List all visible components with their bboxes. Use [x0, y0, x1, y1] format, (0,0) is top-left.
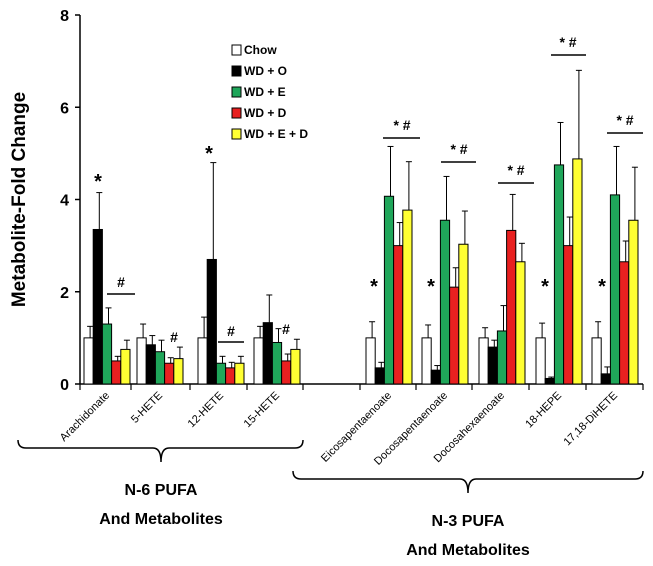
y-tick-label: 8 — [60, 8, 69, 25]
bar-chow-5 — [421, 337, 432, 385]
legend-swatch — [231, 65, 242, 77]
bar-chow-8 — [591, 337, 602, 385]
y-axis-label: Metabolite-Fold Change — [9, 92, 30, 307]
bar-wd-e-d-2 — [234, 362, 245, 385]
legend-label: WD + O — [244, 64, 287, 78]
sig-star-hash: * # — [559, 34, 576, 50]
group-brace — [17, 439, 304, 463]
legend-label: Chow — [244, 43, 277, 57]
axes: 0 2 4 6 8 Metabolite-Fold Change Arachidonate 5… — [9, 8, 644, 468]
bar-wd-e-5 — [439, 219, 451, 385]
bar-wd-o-2 — [206, 258, 217, 385]
bar-wd-d-4 — [393, 245, 404, 385]
bar-wd-d-8 — [619, 261, 630, 385]
bar-wd-o-5 — [430, 369, 441, 385]
legend-swatch — [231, 44, 242, 56]
group-label-line2: And Metabolites — [406, 542, 530, 559]
bar-wd-d-6 — [506, 229, 517, 385]
groups: N-6 PUFA And Metabolites N-3 PUFA And Metab… — [17, 439, 644, 559]
legend-swatch — [231, 86, 242, 98]
bar-wd-o-3 — [262, 322, 273, 385]
bar-wd-e-3 — [271, 341, 283, 385]
bar-wd-e-0 — [101, 323, 113, 385]
sig-star: * — [598, 276, 606, 298]
sig-hash: # — [170, 329, 178, 345]
bar-chow-6 — [478, 337, 489, 385]
bar-wd-e-2 — [215, 362, 227, 385]
sig-hash: # — [227, 323, 235, 339]
legend-label: WD + D — [244, 106, 287, 120]
sig-star-hash: * # — [393, 117, 410, 133]
annotations: * * * * * * # # # # * # * # * # * # * # — [94, 34, 643, 345]
x-tick-label: 18-HEPE — [523, 390, 564, 431]
bar-wd-e-d-4 — [402, 209, 413, 385]
sig-star-hash: * # — [616, 112, 633, 128]
sig-star: * — [370, 276, 378, 298]
sig-star: * — [541, 276, 549, 298]
sig-star: * — [427, 276, 435, 298]
sig-star: * — [94, 171, 102, 193]
bar-chow-1 — [136, 337, 147, 385]
sig-hash: # — [117, 274, 125, 290]
bar-wd-e-d-7 — [572, 158, 583, 385]
bar-wd-o-1 — [145, 344, 156, 385]
y-tick-label: 4 — [60, 193, 69, 210]
y-tick-label: 2 — [60, 285, 69, 302]
bars — [83, 69, 639, 385]
x-tick-label: 5-HETE — [129, 390, 165, 426]
legend: Chow WD + O WD + E WD + D WD + E + D — [231, 43, 308, 141]
bar-wd-o-0 — [92, 228, 103, 385]
bar-wd-d-7 — [563, 245, 574, 385]
bar-wd-e-d-3 — [290, 348, 301, 385]
x-tick-label: 17,18-DiHETE — [561, 390, 620, 449]
bar-wd-e-d-1 — [173, 358, 184, 385]
bar-chow-3 — [253, 337, 264, 385]
bar-chow-7 — [535, 337, 546, 385]
bar-wd-d-3 — [281, 360, 292, 385]
bar-wd-d-1 — [164, 362, 175, 385]
bar-wd-d-2 — [225, 367, 236, 385]
y-tick-label: 6 — [60, 100, 69, 117]
bar-wd-e-d-6 — [515, 261, 526, 385]
y-tick-label: 0 — [60, 377, 69, 394]
x-tick-label: 12-HETE — [186, 390, 226, 430]
legend-label: WD + E + D — [244, 127, 308, 141]
group-label-line1: N-3 PUFA — [432, 513, 505, 530]
bar-wd-e-1 — [154, 351, 166, 385]
bar-wd-o-4 — [374, 367, 385, 385]
bar-wd-d-0 — [111, 360, 122, 385]
sig-star: * — [205, 143, 213, 165]
legend-swatch — [231, 128, 242, 140]
sig-star-hash: * # — [507, 162, 524, 178]
bar-wd-e-6 — [496, 330, 508, 385]
group-label-line2: And Metabolites — [99, 511, 223, 528]
group-label-line1: N-6 PUFA — [125, 482, 198, 499]
bar-wd-d-5 — [449, 286, 460, 385]
bar-wd-e-d-0 — [120, 348, 131, 385]
legend-swatch — [231, 107, 242, 119]
bar-wd-e-7 — [553, 164, 565, 385]
bar-chow-0 — [83, 337, 94, 385]
bar-wd-o-6 — [487, 346, 498, 385]
group-brace — [292, 470, 644, 494]
legend-label: WD + E — [244, 85, 286, 99]
bar-chow-2 — [197, 337, 208, 385]
bar-wd-e-8 — [609, 194, 621, 385]
sig-hash: # — [282, 321, 290, 337]
x-tick-label: 15-HETE — [242, 390, 282, 430]
bar-wd-e-4 — [383, 195, 395, 385]
x-tick-label: Arachidonate — [58, 390, 112, 444]
bar-chow-4 — [365, 337, 376, 385]
sig-star-hash: * # — [450, 141, 467, 157]
bar-wd-e-d-5 — [458, 243, 469, 385]
bar-wd-o-7 — [544, 377, 555, 385]
bar-wd-o-8 — [600, 373, 611, 385]
bar-wd-e-d-8 — [628, 219, 639, 385]
